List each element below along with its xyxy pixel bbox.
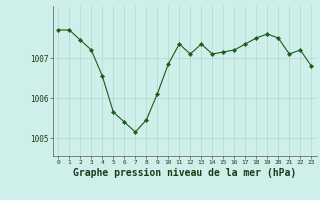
X-axis label: Graphe pression niveau de la mer (hPa): Graphe pression niveau de la mer (hPa) bbox=[73, 168, 296, 178]
